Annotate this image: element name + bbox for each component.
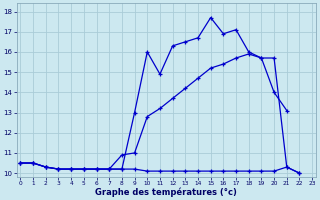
X-axis label: Graphe des températures (°c): Graphe des températures (°c) — [95, 187, 237, 197]
